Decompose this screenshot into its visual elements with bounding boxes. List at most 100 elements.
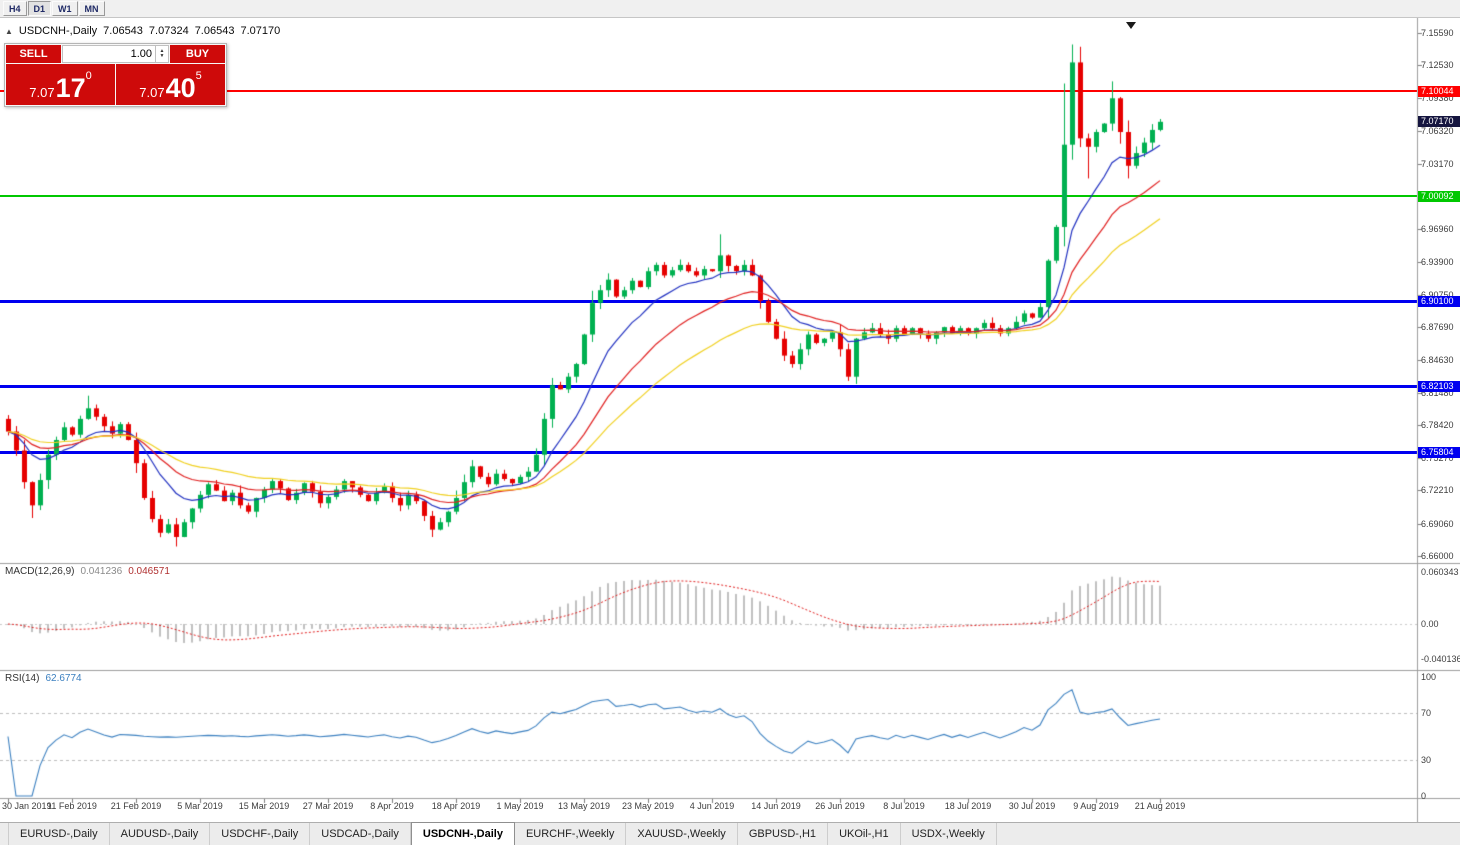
sell-button[interactable]: SELL xyxy=(6,45,61,63)
buy-price-major: 7.07 xyxy=(139,85,165,100)
price-axis-label: 6.75270 xyxy=(1421,453,1454,464)
date-label: 8 Jul 2019 xyxy=(883,801,925,811)
date-label: 26 Jun 2019 xyxy=(815,801,865,811)
date-label: 30 Jul 2019 xyxy=(1008,801,1056,811)
price-axis-label: 6.90750 xyxy=(1421,289,1454,300)
price-axis-label: 7.03170 xyxy=(1421,158,1454,169)
timeframe-button-d1[interactable]: D1 xyxy=(27,1,52,16)
rsi-axis-label: 100 xyxy=(1421,672,1437,682)
date-label: 14 Jun 2019 xyxy=(751,801,801,811)
tab-usdx-weekly[interactable]: USDX-,Weekly xyxy=(901,823,997,845)
chart-symbol-timeframe: USDCNH-,Daily xyxy=(18,25,98,37)
sell-price-point: 0 xyxy=(85,70,92,82)
level-price-label: 6.75804 xyxy=(1418,447,1460,459)
trade-panel-prices: 7.07 17 0 7.07 40 5 xyxy=(6,64,225,105)
ohlc-high: 7.07324 xyxy=(148,25,189,37)
buy-price-display[interactable]: 7.07 40 5 xyxy=(116,64,225,105)
rsi-indicator-title: RSI(14) 62.6774 xyxy=(5,673,82,684)
price-axis-label: 6.81480 xyxy=(1421,387,1454,398)
date-label: 30 Jan 2019 xyxy=(2,801,52,811)
level-price-label: 7.10044 xyxy=(1418,85,1460,97)
level-price-label: 6.90100 xyxy=(1418,296,1460,308)
price-axis-label: 7.09380 xyxy=(1421,93,1454,104)
date-label: 4 Jun 2019 xyxy=(689,801,735,811)
tab-ukoil-h1[interactable]: UKOil-,H1 xyxy=(828,823,901,845)
macd-main-value: 0.041236 xyxy=(80,566,123,577)
macd-axis-label: -0.040136 xyxy=(1421,653,1460,664)
rsi-value: 62.6774 xyxy=(45,673,82,684)
chart-tab-bar: EURUSD-,Daily AUDUSD-,Daily USDCHF-,Daily U… xyxy=(0,822,1460,845)
chart-ohlc-title: ▲ USDCNH-,Daily 7.06543 7.07324 7.06543 … xyxy=(5,25,280,37)
date-label: 18 Jul 2019 xyxy=(944,801,992,811)
date-label: 18 Apr 2019 xyxy=(431,801,481,811)
volume-spinner[interactable]: ▲ ▼ xyxy=(155,46,168,62)
date-label: 13 May 2019 xyxy=(557,801,611,811)
date-label: 23 May 2019 xyxy=(621,801,675,811)
spinner-up-icon[interactable]: ▲ xyxy=(159,48,165,54)
ohlc-close: 7.07170 xyxy=(240,25,281,37)
level-price-label: 7.00092 xyxy=(1418,190,1460,202)
price-axis-label: 7.06320 xyxy=(1421,125,1454,136)
date-label: 8 Apr 2019 xyxy=(370,801,414,811)
price-axis-label: 6.69060 xyxy=(1421,518,1454,529)
macd-axis-label: 0.060343 xyxy=(1421,567,1459,577)
tab-xauusd-weekly[interactable]: XAUUSD-,Weekly xyxy=(626,823,738,845)
price-axis-label: 7.15590 xyxy=(1421,28,1454,38)
chart-shift-marker-icon[interactable] xyxy=(1126,22,1136,29)
date-label: 21 Aug 2019 xyxy=(1134,801,1186,811)
buy-price-point: 5 xyxy=(195,70,202,82)
price-axis-label: 6.84630 xyxy=(1421,354,1454,365)
price-axis-label: 6.93900 xyxy=(1421,256,1454,267)
sell-price-display[interactable]: 7.07 17 0 xyxy=(6,64,115,105)
buy-button[interactable]: BUY xyxy=(170,45,225,63)
tab-usdcad-daily[interactable]: USDCAD-,Daily xyxy=(310,823,411,845)
date-label: 5 Mar 2019 xyxy=(177,801,223,811)
tab-usdcnh-daily[interactable]: USDCNH-,Daily xyxy=(410,822,515,845)
ohlc-open: 7.06543 xyxy=(103,25,143,37)
rsi-axis-label: 0 xyxy=(1421,791,1427,801)
level-price-label: 6.82103 xyxy=(1418,380,1460,392)
tab-eurusd-daily[interactable]: EURUSD-,Daily xyxy=(8,823,110,845)
tab-eurchf-weekly[interactable]: EURCHF-,Weekly xyxy=(515,823,627,845)
price-axis-label: 6.87690 xyxy=(1421,322,1454,333)
price-axis-label: 6.78420 xyxy=(1421,419,1454,430)
rsi-indicator-name: RSI(14) xyxy=(5,673,40,684)
date-label: 21 Feb 2019 xyxy=(110,801,162,811)
buy-price-pips: 40 xyxy=(165,73,196,103)
current-price-label: 7.07170 xyxy=(1418,116,1460,128)
price-chart-canvas[interactable] xyxy=(0,18,1460,822)
price-axis-label: 6.96960 xyxy=(1421,224,1454,235)
spinner-down-icon[interactable]: ▼ xyxy=(159,53,165,59)
date-label: 1 May 2019 xyxy=(496,801,544,811)
trade-panel-controls: SELL 1.00 ▲ ▼ BUY xyxy=(6,45,225,63)
sell-price-major: 7.07 xyxy=(29,85,55,100)
chart-area: ▲ USDCNH-,Daily 7.06543 7.07324 7.06543 … xyxy=(0,18,1460,822)
date-label: 15 Mar 2019 xyxy=(238,801,290,811)
tab-gbpusd-h1[interactable]: GBPUSD-,H1 xyxy=(738,823,829,845)
macd-indicator-title: MACD(12,26,9) 0.041236 0.046571 xyxy=(5,566,170,577)
timeframe-button-h4[interactable]: H4 xyxy=(3,1,27,16)
timeframe-toolbar: H4 D1 W1 MN xyxy=(0,0,1460,18)
macd-signal-value: 0.046571 xyxy=(128,566,170,577)
rsi-axis-label: 70 xyxy=(1421,707,1432,718)
volume-input[interactable]: 1.00 ▲ ▼ xyxy=(62,45,169,63)
tab-audusd-daily[interactable]: AUDUSD-,Daily xyxy=(110,823,211,845)
date-label: 11 Feb 2019 xyxy=(47,801,97,811)
one-click-trading-panel: SELL 1.00 ▲ ▼ BUY 7.07 17 0 7.07 40 5 xyxy=(4,43,227,107)
price-axis-label: 7.12530 xyxy=(1421,60,1454,71)
timeframe-button-mn[interactable]: MN xyxy=(78,1,105,16)
macd-indicator-name: MACD(12,26,9) xyxy=(5,566,75,577)
macd-axis-label: 0.00 xyxy=(1421,619,1439,629)
sell-price-pips: 17 xyxy=(55,73,86,103)
price-axis-label: 6.72210 xyxy=(1421,485,1454,496)
ohlc-low: 7.06543 xyxy=(194,25,235,37)
volume-value[interactable]: 1.00 xyxy=(130,48,152,60)
date-label: 27 Mar 2019 xyxy=(302,801,354,811)
chart-marker-icon: ▲ xyxy=(5,26,13,36)
tab-usdchf-daily[interactable]: USDCHF-,Daily xyxy=(210,823,311,845)
rsi-axis-label: 30 xyxy=(1421,755,1432,766)
price-axis-label: 6.66000 xyxy=(1421,550,1454,561)
date-label: 9 Aug 2019 xyxy=(1073,801,1119,811)
timeframe-button-w1[interactable]: W1 xyxy=(52,1,78,16)
